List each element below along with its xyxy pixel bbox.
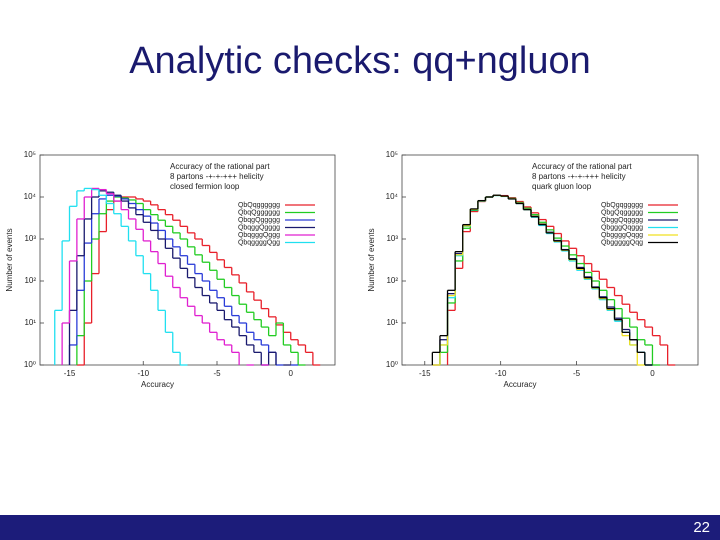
- annotation: quark gluon loop: [532, 182, 592, 191]
- legend-label: QbgQqggggg: [601, 209, 643, 216]
- annotation: Accuracy of the rational part: [170, 162, 270, 171]
- y-tick-label: 10⁰: [386, 360, 398, 369]
- y-tick-label: 10¹: [386, 318, 398, 327]
- legend-label: QbQgqggggg: [601, 202, 643, 209]
- x-tick-label: 0: [650, 369, 655, 378]
- annotation: 8 partons -+-+-+++ helicity: [532, 172, 626, 181]
- x-tick-label: -10: [495, 369, 507, 378]
- y-tick-label: 10¹: [24, 318, 36, 327]
- x-tick-label: -15: [64, 369, 76, 378]
- y-tick-label: 10⁴: [386, 192, 399, 201]
- legend-label: QbgggQqggg: [601, 224, 643, 231]
- page-number: 22: [693, 519, 710, 536]
- x-axis-label: Accuracy: [141, 380, 174, 389]
- plot-frame: [401, 154, 699, 366]
- x-tick-label: 0: [289, 369, 294, 378]
- legend-label: QbqggQgggg: [238, 224, 280, 231]
- y-axis-label: Number of events: [367, 228, 376, 291]
- y-tick-label: 10²: [386, 276, 398, 285]
- legend-label: QbqggggQgg: [238, 239, 280, 246]
- y-tick-label: 10³: [386, 234, 398, 243]
- legend-label: QbqQgggggg: [238, 209, 280, 216]
- y-tick-label: 10²: [24, 276, 36, 285]
- legend-label: QbQqgggggg: [238, 202, 280, 209]
- x-tick-label: -5: [573, 369, 581, 378]
- annotation: 8 partons -+-+-+++ helicity: [170, 172, 264, 181]
- x-tick-label: -15: [419, 369, 431, 378]
- y-tick-label: 10⁵: [386, 150, 398, 159]
- y-tick-label: 10³: [24, 234, 36, 243]
- legend-label: QbggQqgggg: [601, 217, 643, 224]
- x-tick-label: -10: [137, 369, 149, 378]
- legend-label: QbggggQqgg: [601, 232, 643, 239]
- legend-label: QbqgggQggg: [238, 232, 280, 239]
- y-tick-label: 10⁵: [24, 150, 36, 159]
- x-axis-label: Accuracy: [504, 380, 537, 389]
- y-tick-label: 10⁴: [24, 192, 37, 201]
- x-tick-label: -5: [213, 369, 221, 378]
- annotation: Accuracy of the rational part: [532, 162, 632, 171]
- slide-title: Analytic checks: qq+ngluon: [129, 40, 591, 82]
- plots: 10⁰ 10¹ 10² 10³ 10⁴ 10⁵ -15 -10 -5 0 Accuracy Numbe…: [5, 150, 699, 389]
- legend-label: QbqgQggggg: [238, 217, 280, 224]
- legend-label: QbgggggQqg: [601, 239, 643, 246]
- annotation: closed fermion loop: [170, 182, 240, 191]
- footer-bar: 22: [0, 515, 720, 540]
- y-axis-label: Number of events: [5, 228, 14, 291]
- y-tick-label: 10⁰: [24, 360, 36, 369]
